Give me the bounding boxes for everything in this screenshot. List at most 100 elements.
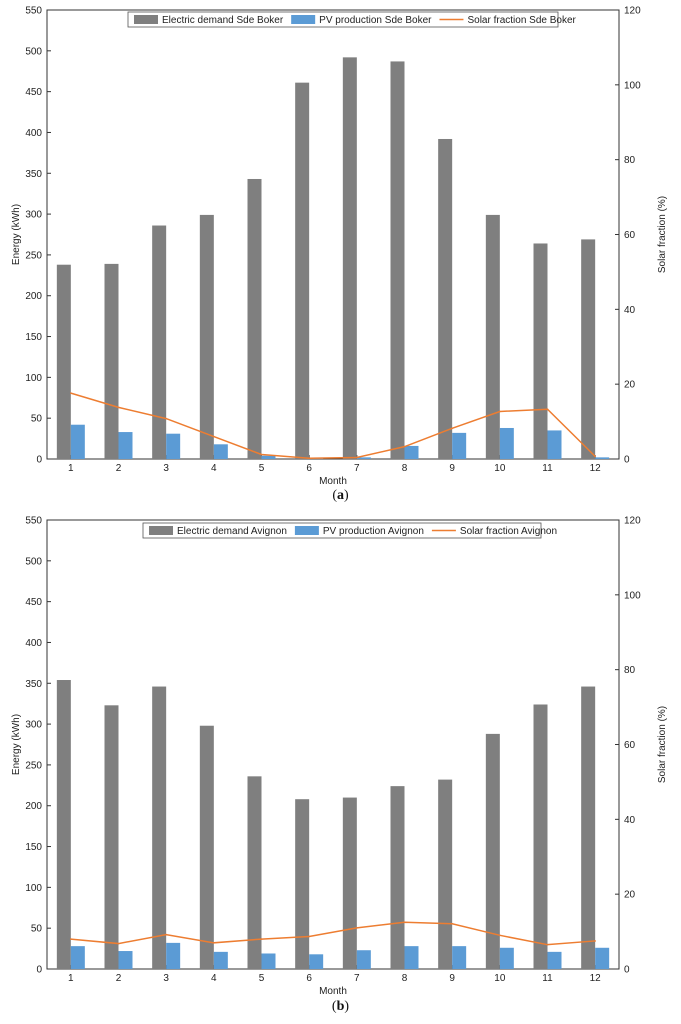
- x-tick-label: 10: [494, 973, 506, 984]
- pv-bar-12: [595, 947, 610, 969]
- chart-b: 0 50 100 150 200 250 300 350 400 450 500 550 0 20 40 60…: [11, 516, 668, 1015]
- legend-entry-label: PV production Sde Boker: [319, 15, 432, 26]
- pv-bar-10: [499, 947, 514, 969]
- y-tick-label: 400: [25, 128, 42, 139]
- x-tick-label: 11: [542, 463, 553, 474]
- pv-bar-12: [595, 457, 610, 459]
- solar-fraction-point-2: [117, 406, 120, 409]
- y2-tick-label: 100: [624, 80, 641, 91]
- x-tick-label: 8: [402, 463, 408, 474]
- solar-fraction-line: [70, 921, 596, 946]
- pv-bar-7: [356, 457, 371, 459]
- solar-fraction-point-6: [308, 457, 310, 460]
- demand-bar-6: [295, 82, 310, 459]
- legend-entry-label: PV production Avignon: [323, 526, 424, 537]
- y-tick-label: 500: [25, 46, 42, 57]
- demand-bar-12: [581, 686, 596, 969]
- series-demand-bars: [56, 57, 596, 459]
- x-tick-label: 12: [590, 463, 602, 474]
- y2-tick-label: 40: [624, 305, 636, 316]
- demand-bar-1: [56, 680, 71, 969]
- solar-fraction-point-2: [117, 942, 120, 945]
- solar-fraction-point-10: [499, 934, 501, 937]
- x-tick-label: 2: [116, 973, 122, 984]
- x-tick-label: 1: [68, 463, 74, 474]
- x-tick-label: 5: [259, 973, 265, 984]
- demand-bar-10: [485, 733, 500, 969]
- demand-bar-3: [152, 686, 167, 969]
- y2-tick-label: 0: [624, 455, 630, 466]
- series-pv-bars: [70, 424, 610, 459]
- pv-bar-4: [213, 951, 228, 969]
- y2-tick-label: 0: [624, 965, 630, 976]
- demand-bar-2: [104, 705, 119, 969]
- y-tick-label: 350: [25, 169, 42, 180]
- panel-caption: (a): [332, 488, 349, 503]
- demand-bar-6: [295, 799, 310, 969]
- panel-caption: (b): [332, 999, 349, 1014]
- solar-fraction-point-7: [356, 456, 358, 459]
- x-tick-label: 1: [68, 973, 74, 984]
- pv-bar-4: [213, 444, 228, 459]
- y-axis-label: Energy (kWh): [11, 714, 22, 775]
- x-tick-label: 9: [449, 973, 455, 984]
- legend-swatch: [294, 526, 319, 535]
- solar-fraction-point-10: [499, 410, 501, 413]
- legend-entry-label: Solar fraction Sde Boker: [467, 15, 576, 26]
- pv-bar-2: [118, 951, 133, 969]
- pv-bar-3: [166, 942, 181, 969]
- x-tick-label: 12: [590, 973, 602, 984]
- x-tick-label: 6: [306, 463, 312, 474]
- y2-tick-label: 40: [624, 815, 636, 826]
- legend: Electric demand Sde Boker PV production S…: [127, 11, 577, 28]
- y-tick-label: 50: [31, 924, 43, 935]
- legend-box: [127, 11, 559, 28]
- pv-bar-10: [499, 427, 514, 459]
- y-tick-label: 50: [31, 414, 43, 425]
- y-tick-label: 250: [25, 760, 42, 771]
- y-tick-label: 450: [25, 87, 42, 98]
- x-axis-label: Month: [319, 476, 347, 487]
- y2-tick-label: 100: [624, 590, 641, 601]
- solar-fraction-point-4: [213, 942, 215, 944]
- y2-tick-label: 80: [624, 665, 636, 676]
- y-tick-label: 300: [25, 720, 42, 731]
- solar-fraction-point-9: [451, 922, 453, 925]
- pv-bar-2: [118, 432, 133, 459]
- y-axis-label: Energy (kWh): [11, 204, 22, 265]
- demand-bar-2: [104, 263, 119, 459]
- legend-box: [142, 522, 542, 539]
- y-tick-label: 150: [25, 842, 42, 853]
- demand-bar-7: [342, 797, 357, 969]
- solar-fraction-point-12: [594, 940, 596, 942]
- y-tick-label: 550: [25, 6, 42, 17]
- legend-entry-label: Solar fraction Avignon: [460, 526, 557, 537]
- x-tick-label: 7: [354, 463, 360, 474]
- demand-bar-4: [199, 725, 214, 969]
- pv-bar-11: [547, 430, 562, 459]
- pv-bar-8: [404, 946, 419, 969]
- y2-tick-label: 20: [624, 890, 636, 901]
- plot-area: [46, 9, 620, 460]
- y-tick-label: 300: [25, 210, 42, 221]
- y-tick-label: 200: [25, 291, 42, 302]
- y2-tick-label: 60: [624, 230, 636, 241]
- pv-bar-1: [70, 946, 85, 969]
- series-pv-bars: [70, 942, 610, 969]
- solar-fraction-point-4: [213, 435, 215, 438]
- demand-bar-10: [485, 214, 500, 459]
- demand-bar-9: [438, 138, 453, 459]
- plot-area: [46, 519, 620, 970]
- legend-swatch: [291, 15, 316, 24]
- solar-fraction-point-5: [260, 938, 263, 940]
- demand-bar-5: [247, 178, 262, 459]
- pv-bar-5: [261, 953, 276, 969]
- legend: Electric demand Avignon PV production Avi…: [142, 522, 557, 539]
- chart-a: 0 50 100 150 200 250 300 350 400 450 500 550 0 20 40 60…: [11, 6, 668, 504]
- legend-swatch: [134, 15, 158, 24]
- y2-tick-label: 120: [624, 516, 641, 527]
- x-tick-label: 8: [402, 973, 408, 984]
- demand-bar-4: [199, 214, 214, 459]
- demand-bar-7: [342, 57, 357, 459]
- pv-bar-5: [261, 455, 276, 459]
